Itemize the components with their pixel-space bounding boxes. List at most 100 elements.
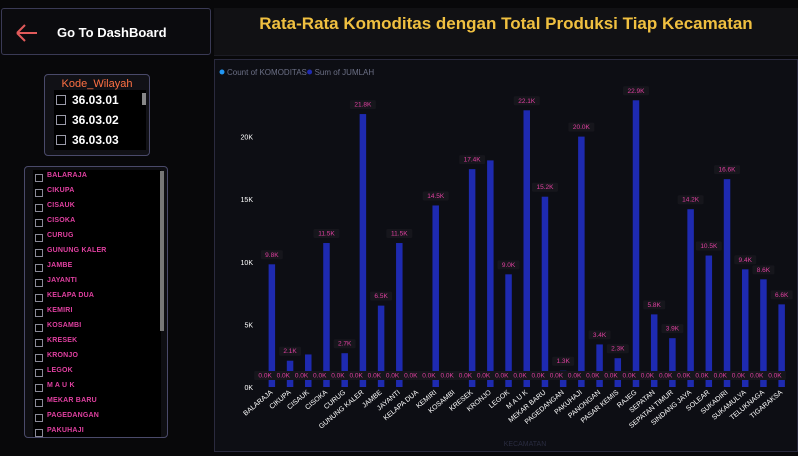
checkbox-icon[interactable] [35, 189, 43, 197]
kecamatan-option[interactable]: MEKAR BARU [33, 395, 161, 410]
kecamatan-option[interactable]: LEGOK [33, 365, 161, 380]
kode-option[interactable]: 36.03.01 [54, 90, 146, 110]
bar-sum-jumlah[interactable] [632, 100, 640, 388]
kecamatan-option-label: KOSAMBI [47, 322, 82, 329]
kecamatan-option[interactable]: KRESEK [33, 335, 161, 350]
data-label-sum: 3.4K [593, 332, 607, 339]
kode-option[interactable]: 36.03.02 [54, 110, 146, 130]
kecamatan-option[interactable]: CISOKA [33, 215, 161, 230]
bar-sum-jumlah[interactable] [541, 196, 549, 387]
y-tick-label: 10K [241, 260, 254, 267]
data-label-count: 0.0K [404, 373, 418, 380]
checkbox-icon[interactable] [35, 204, 43, 212]
kecamatan-option[interactable]: CURUG [33, 230, 161, 245]
checkbox-icon[interactable] [56, 95, 66, 105]
checkbox-icon[interactable] [35, 294, 43, 302]
legend-marker [219, 69, 225, 75]
bar-sum-jumlah[interactable] [432, 205, 439, 387]
checkbox-icon[interactable] [35, 309, 43, 317]
data-label-bg [552, 356, 575, 366]
checkbox-icon[interactable] [35, 264, 43, 272]
kecamatan-scrollbar[interactable] [160, 171, 164, 331]
checkbox-icon[interactable] [35, 399, 43, 407]
data-label-bg [260, 250, 283, 260]
kecamatan-option[interactable]: PAGEDANGAN [33, 410, 161, 425]
kecamatan-option[interactable]: CISAUK [33, 200, 161, 215]
kecamatan-option[interactable]: KOSAMBI [33, 320, 161, 335]
data-label-bg [568, 122, 595, 132]
bar-sum-jumlah[interactable] [523, 110, 531, 388]
data-label-sum: 9.4K [739, 257, 753, 264]
kecamatan-option[interactable]: M A U K [33, 380, 161, 395]
bar-sum-jumlah[interactable] [268, 264, 276, 387]
checkbox-icon[interactable] [35, 234, 43, 242]
checkbox-icon[interactable] [35, 249, 43, 257]
data-label-sum: 2.3K [611, 346, 625, 353]
bar-sum-jumlah[interactable] [505, 274, 512, 387]
checkbox-icon[interactable] [35, 219, 43, 227]
kecamatan-option[interactable]: JAYANTI [33, 275, 161, 290]
kode-scrollbar[interactable] [142, 93, 146, 105]
bar-sum-jumlah[interactable] [741, 269, 749, 387]
bar-sum-jumlah[interactable] [723, 179, 731, 387]
data-label-bg [509, 371, 531, 380]
bar-sum-jumlah[interactable] [687, 209, 694, 387]
y-tick-label: 20K [241, 135, 254, 142]
checkbox-icon[interactable] [35, 279, 43, 287]
data-label-bg [490, 371, 513, 380]
kecamatan-option-label: MEKAR BARU [47, 397, 97, 404]
title-bar: Rata-Rata Komoditas dengan Total Produks… [214, 8, 798, 56]
data-label-sum: 21.8K [354, 102, 372, 109]
data-label-sum: 16.6K [719, 167, 737, 174]
checkbox-icon[interactable] [56, 115, 66, 125]
bar-sum-jumlah[interactable] [468, 169, 476, 387]
kecamatan-option-label: PAGEDANGAN [47, 412, 100, 419]
bar-sum-jumlah[interactable] [359, 114, 367, 387]
bar-sum-jumlah[interactable] [705, 255, 713, 387]
checkbox-icon[interactable] [35, 429, 43, 437]
checkbox-icon[interactable] [35, 414, 43, 422]
data-label-bg [654, 371, 677, 380]
checkbox-icon[interactable] [35, 354, 43, 362]
bar-sum-jumlah[interactable] [341, 353, 348, 387]
kecamatan-option[interactable]: KRONJO [33, 350, 161, 365]
bar-sum-jumlah[interactable] [305, 354, 312, 387]
bar-chart: Count of KOMODITAS Sum of JUMLAH 0K 5K 10K 15… [219, 68, 793, 448]
bar-sum-jumlah[interactable] [760, 279, 767, 387]
data-label-sum: 22.9K [627, 88, 645, 95]
bar-sum-jumlah[interactable] [323, 243, 330, 387]
checkbox-icon[interactable] [35, 324, 43, 332]
kecamatan-option[interactable]: BALARAJA [33, 170, 161, 185]
bar-sum-jumlah[interactable] [396, 243, 403, 387]
bar-sum-jumlah[interactable] [669, 338, 676, 387]
bar-sum-jumlah[interactable] [650, 314, 658, 387]
kecamatan-option-label: CIKUPA [47, 187, 75, 194]
checkbox-icon[interactable] [35, 339, 43, 347]
kecamatan-option[interactable]: GUNUNG KALER [33, 245, 161, 260]
data-label-count: 0.0K [586, 373, 600, 380]
checkbox-icon[interactable] [35, 384, 43, 392]
x-axis-title: KECAMATAN [504, 441, 547, 448]
data-label-sum: 9.8K [265, 252, 279, 259]
go-to-dashboard-button[interactable]: Go To DashBoard [1, 8, 211, 55]
bar-sum-jumlah[interactable] [596, 344, 603, 387]
kecamatan-option-label: KRONJO [47, 352, 79, 359]
kecamatan-option[interactable]: KELAPA DUA [33, 290, 161, 305]
bar-sum-jumlah[interactable] [487, 160, 494, 387]
data-label-bg [709, 371, 732, 380]
data-label-sum: 8.6K [757, 267, 771, 274]
bar-sum-jumlah[interactable] [377, 305, 385, 387]
checkbox-icon[interactable] [35, 369, 43, 377]
data-label-bg [422, 191, 449, 201]
checkbox-icon[interactable] [35, 174, 43, 182]
kecamatan-option[interactable]: JAMBE [33, 260, 161, 275]
bar-sum-jumlah[interactable] [778, 304, 785, 387]
checkbox-icon[interactable] [56, 135, 66, 145]
kecamatan-option-label: CISOKA [47, 217, 76, 224]
kecamatan-option[interactable]: CIKUPA [33, 185, 161, 200]
bar-sum-jumlah[interactable] [578, 136, 585, 387]
kecamatan-option[interactable]: KEMIRI [33, 305, 161, 320]
kecamatan-option[interactable]: PAKUHAJI [33, 425, 161, 437]
kode-option[interactable]: 36.03.03 [54, 130, 146, 150]
data-label-bg [770, 290, 793, 300]
